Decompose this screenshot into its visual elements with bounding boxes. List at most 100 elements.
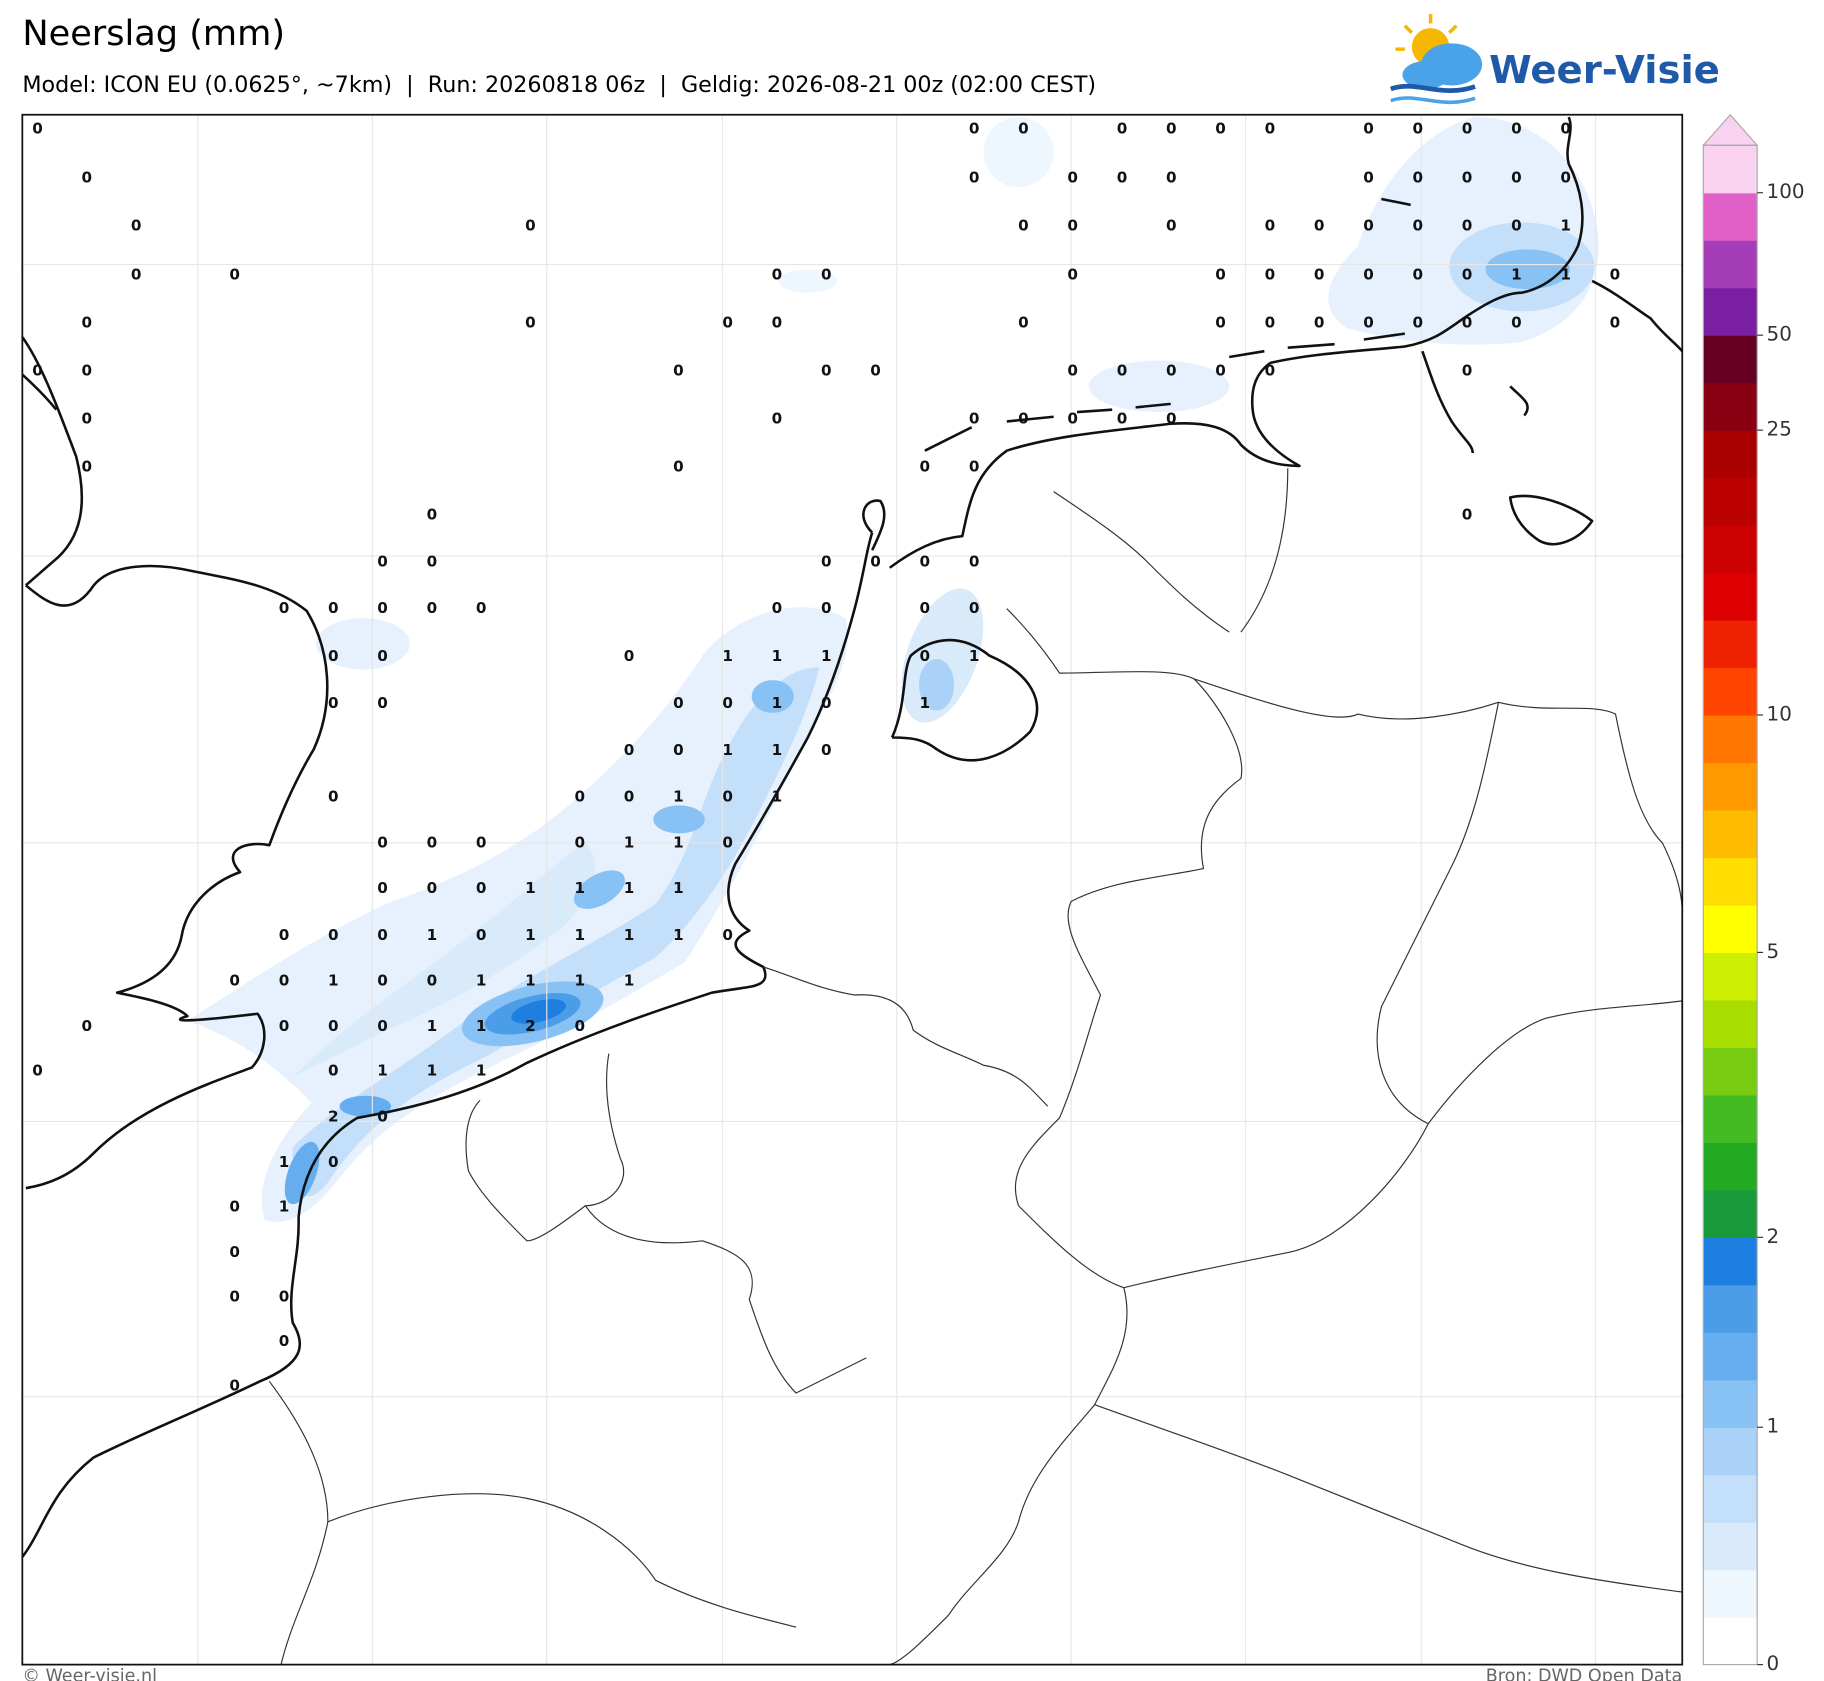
colorbar-band <box>1703 430 1758 479</box>
precip-label: 0 <box>377 926 388 944</box>
precip-label: 0 <box>377 552 388 570</box>
map <box>21 113 1684 1666</box>
colorbar-band <box>1703 1237 1758 1286</box>
precip-label: 1 <box>772 647 783 665</box>
precip-label: 0 <box>1166 410 1177 428</box>
precip-label: 0 <box>377 599 388 617</box>
colorbar-band <box>1703 240 1758 289</box>
colorbar-band <box>1703 762 1758 811</box>
precip-label: 0 <box>574 833 585 851</box>
colorbar-band <box>1703 287 1758 336</box>
precip-label: 1 <box>574 971 585 989</box>
precip-label: 0 <box>969 552 980 570</box>
precip-label: 1 <box>525 879 536 897</box>
graticule <box>22 114 1683 1665</box>
precip-label: 0 <box>427 879 438 897</box>
precip-label: 0 <box>427 552 438 570</box>
precip-label: 0 <box>476 833 487 851</box>
precip-label: 1 <box>969 647 980 665</box>
precip-label: 0 <box>525 314 536 332</box>
logo-text: Weer-Visie <box>1489 48 1720 93</box>
colorbar-band <box>1703 1474 1758 1523</box>
precip-label: 1 <box>624 971 635 989</box>
colorbar-band <box>1703 620 1758 669</box>
precip-label: 0 <box>1511 314 1522 332</box>
colorbar-band <box>1703 572 1758 621</box>
footer-left: © Weer-visie.nl <box>22 1666 157 1681</box>
precip-label: 0 <box>1067 362 1078 380</box>
precip-label: 1 <box>624 879 635 897</box>
precip-label: 0 <box>328 1153 339 1171</box>
colorbar-band <box>1703 1189 1758 1238</box>
precip-label: 0 <box>229 1288 240 1306</box>
precip-label: 0 <box>574 1017 585 1035</box>
colorbar-band <box>1703 1332 1758 1381</box>
precip-labels: 0 0 0 0 0 0 0 0 0 0 0 0 0 0 0 0 0 0 0 0 0 0 0 0 0 0 0 0 0 0 0 0 0 1 0 0 0 0 0 0… <box>32 119 1620 1394</box>
colorbar-tick-label: 0 <box>1767 1652 1780 1675</box>
precip-label: 0 <box>229 971 240 989</box>
precip-label: 0 <box>969 458 980 476</box>
precip-label: 0 <box>1462 506 1473 524</box>
precip-label: 0 <box>1018 314 1029 332</box>
precip-label: 0 <box>722 314 733 332</box>
precip-label: 1 <box>673 879 684 897</box>
colorbar-band <box>1703 192 1758 241</box>
precip-label: 0 <box>1265 314 1276 332</box>
precip-label: 0 <box>328 647 339 665</box>
precip-label: 0 <box>1265 119 1276 137</box>
precip-label: 0 <box>279 1017 290 1035</box>
precip-label: 0 <box>229 1243 240 1261</box>
colorbar-band <box>1703 1379 1758 1428</box>
precip-label: 0 <box>821 362 832 380</box>
precip-label: 1 <box>673 926 684 944</box>
colorbar-band <box>1703 999 1758 1048</box>
precip-label: 0 <box>722 694 733 712</box>
precip-label: 2 <box>525 1017 536 1035</box>
footer-right: Bron: DWD Open Data <box>1486 1666 1683 1681</box>
precip-label: 0 <box>427 506 438 524</box>
precip-label: 0 <box>1117 362 1128 380</box>
colorbar-tick-label: 25 <box>1767 418 1792 441</box>
precip-label: 0 <box>1511 216 1522 234</box>
precip-label: 1 <box>574 926 585 944</box>
precip-label: 1 <box>1511 266 1522 284</box>
precip-label: 0 <box>1363 314 1374 332</box>
precip-label: 0 <box>772 599 783 617</box>
precip-label: 0 <box>229 266 240 284</box>
precip-label: 0 <box>1462 168 1473 186</box>
precip-label: 0 <box>1413 266 1424 284</box>
precip-label: 0 <box>1413 119 1424 137</box>
colorbar-band <box>1703 1522 1758 1571</box>
precip-label: 0 <box>427 599 438 617</box>
precip-label: 0 <box>772 314 783 332</box>
colorbar-band <box>1703 1142 1758 1191</box>
precip-label: 0 <box>328 599 339 617</box>
colorbar-band <box>1703 715 1758 764</box>
precip-label: 0 <box>673 694 684 712</box>
precip-label: 0 <box>328 1062 339 1080</box>
precip-label: 0 <box>328 694 339 712</box>
borders <box>268 468 1683 1666</box>
precip-label: 0 <box>1610 314 1621 332</box>
precip-label: 0 <box>1117 410 1128 428</box>
precip-label: 0 <box>1462 314 1473 332</box>
precip-label: 0 <box>1413 216 1424 234</box>
colorbar-band <box>1703 857 1758 906</box>
precip-label: 1 <box>279 1197 290 1215</box>
precip-label: 0 <box>920 552 931 570</box>
precip-label: 0 <box>673 458 684 476</box>
precip-label: 0 <box>32 362 43 380</box>
colorbar-band <box>1703 1569 1758 1618</box>
precip-label: 0 <box>1215 362 1226 380</box>
precip-label: 1 <box>525 926 536 944</box>
precip-label: 0 <box>279 1288 290 1306</box>
precip-label: 0 <box>722 833 733 851</box>
precip-label: 0 <box>574 788 585 806</box>
precip-label: 0 <box>476 599 487 617</box>
precip-label: 0 <box>1314 314 1325 332</box>
map-background <box>22 114 1683 1665</box>
precip-label: 1 <box>772 741 783 759</box>
precip-label: 0 <box>1067 168 1078 186</box>
